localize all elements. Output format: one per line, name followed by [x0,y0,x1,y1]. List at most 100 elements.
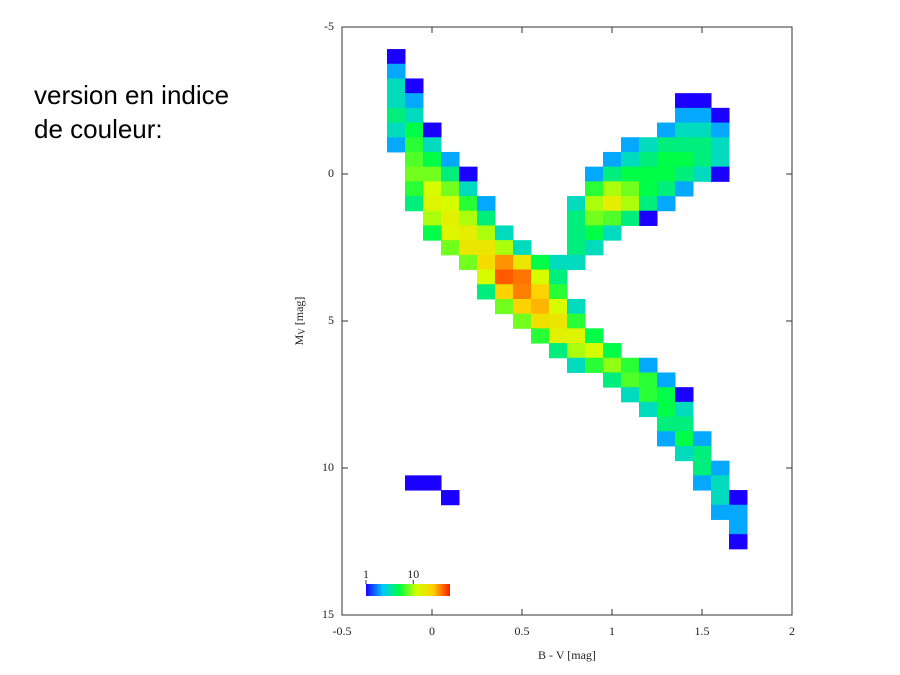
density-cell [387,122,406,138]
density-cell [621,151,640,168]
density-cell [693,137,712,153]
density-cell [531,328,550,344]
density-cell [711,107,730,124]
y-label-sub: V [297,328,307,335]
density-cell [567,357,586,373]
density-cell [603,225,622,241]
density-cell [495,225,514,241]
density-cell [603,151,622,168]
density-cell [405,93,424,109]
density-cell [405,151,424,168]
density-cell [675,151,694,168]
density-cell [639,196,658,212]
slide-text: de couleur: [34,114,163,144]
density-cell [423,181,442,197]
density-cell [711,460,730,476]
density-cell [459,225,478,241]
density-cell [621,210,640,226]
density-cell [477,284,496,300]
density-cell [567,313,586,329]
density-cell [711,137,730,153]
density-cell [477,196,496,212]
density-cell [693,460,712,476]
density-cell [405,181,424,197]
density-cell [675,166,694,182]
density-cell [729,534,748,550]
density-cell [621,387,640,403]
density-cell [459,210,478,226]
density-cell [531,284,550,300]
density-cell [585,196,604,212]
density-cell [639,137,658,153]
density-cell [513,254,532,271]
density-cell [477,240,496,256]
density-cell [567,254,586,271]
density-cell [693,475,712,491]
density-cell [621,357,640,373]
density-cell [513,298,532,315]
density-cell [495,269,514,285]
x-tick-label: 0.5 [515,624,530,638]
density-cell [513,240,532,256]
density-cell [423,137,442,153]
density-cell [603,372,622,388]
density-cell [567,343,586,359]
density-cell [675,181,694,197]
y-axis-label: MV [mag] [292,297,307,346]
y-label-unit: [mag] [292,297,306,326]
density-cell [657,431,676,447]
density-cell [657,181,676,197]
density-cell [693,151,712,168]
density-cell [405,196,424,212]
density-cell [549,343,568,359]
density-cell [387,49,406,65]
density-cell [549,298,568,315]
density-cell [513,269,532,285]
density-cell [405,166,424,182]
density-cell [675,387,694,403]
y-tick-label: 5 [328,313,334,327]
density-cell [531,298,550,315]
density-cell [405,107,424,124]
density-cell [603,196,622,212]
density-cell [459,166,478,182]
density-cell [423,225,442,241]
density-cell [441,210,460,226]
density-cell [387,137,406,153]
density-cell [675,401,694,418]
density-cell [567,225,586,241]
density-cell [423,122,442,138]
density-cell [657,372,676,388]
colorbar [366,584,450,596]
x-axis-label: B - V [mag] [538,648,596,662]
density-cell [621,166,640,182]
density-cell [693,431,712,447]
density-cell [441,490,460,506]
density-cell [459,181,478,197]
density-cell [549,313,568,329]
density-cell [657,122,676,138]
density-cell [531,313,550,329]
density-cell [423,475,442,491]
density-cell [441,196,460,212]
density-cell [657,137,676,153]
y-tick-label: 0 [328,166,334,180]
density-cell [675,137,694,153]
density-cell [459,240,478,256]
density-cell [387,78,406,94]
density-cell [477,269,496,285]
density-cell [639,401,658,418]
density-cell [549,284,568,300]
density-cell [567,298,586,315]
density-cell [585,225,604,241]
colorbar-tick-label: 10 [407,567,419,581]
density-cell [657,387,676,403]
density-cell [531,254,550,271]
density-cell [441,225,460,241]
colorbar-tick-label: 1 [363,567,369,581]
y-tick-label: 15 [322,607,334,621]
density-cell [639,357,658,373]
density-cell [423,151,442,168]
x-tick-label: 1.5 [695,624,710,638]
density-cell [567,210,586,226]
